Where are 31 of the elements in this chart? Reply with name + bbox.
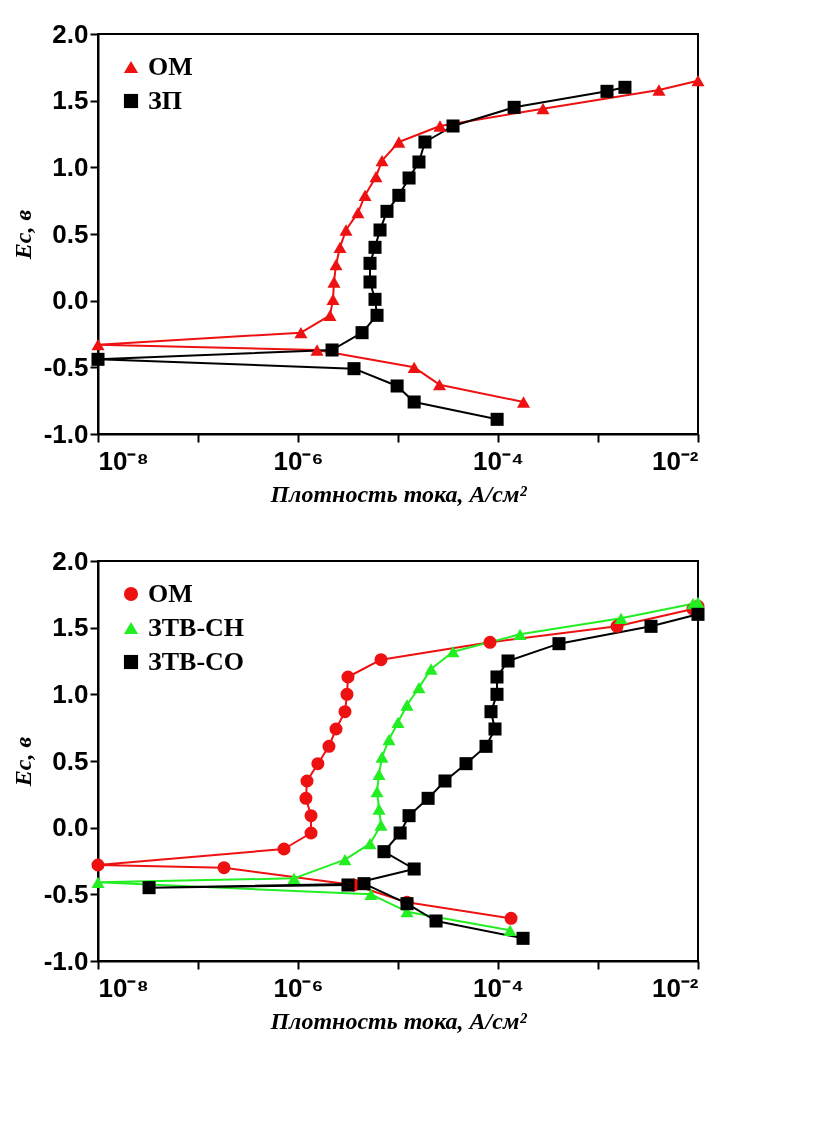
x-axis-title: Плотность тока, А/см²: [269, 480, 528, 507]
y-tick-label: 2.0: [52, 545, 89, 576]
y-tick-label: -0.5: [43, 351, 89, 382]
x-tick-label: 10⁻²: [651, 972, 699, 1003]
y-tick-label: 0.0: [52, 285, 89, 316]
x-tick-label: 10⁻⁸: [98, 445, 149, 476]
y-tick-label: 1.0: [52, 151, 89, 182]
x-tick-label: 10⁻⁴: [473, 972, 524, 1003]
x-tick-label: 10⁻⁸: [98, 972, 149, 1003]
y-tick-label: -1.0: [43, 945, 89, 976]
legend-label: ОМ: [148, 52, 193, 81]
x-tick-label: 10⁻⁶: [273, 972, 324, 1003]
legend-label: ЗТВ-СО: [148, 647, 245, 676]
legend-label: ЗТВ-СН: [148, 613, 245, 642]
x-axis-title: Плотность тока, А/см²: [269, 1007, 528, 1034]
y-tick-label: 1.5: [52, 85, 89, 116]
y-tick-label: 2.0: [52, 18, 89, 49]
y-axis-title: Ec, в: [9, 736, 36, 788]
legend-label: ЗП: [148, 86, 182, 115]
y-tick-label: 0.5: [52, 218, 89, 249]
y-axis-title: Ec, в: [9, 209, 36, 261]
x-tick-label: 10⁻⁶: [273, 445, 324, 476]
x-tick-label: 10⁻⁴: [473, 445, 524, 476]
y-tick-label: 1.5: [52, 612, 89, 643]
y-tick-label: 0.0: [52, 812, 89, 843]
y-tick-label: 1.0: [52, 678, 89, 709]
legend-label: ОМ: [148, 579, 193, 608]
y-tick-label: 0.5: [52, 745, 89, 776]
x-tick-label: 10⁻²: [651, 445, 699, 476]
y-tick-label: -0.5: [43, 878, 89, 909]
y-tick-label: -1.0: [43, 418, 89, 449]
